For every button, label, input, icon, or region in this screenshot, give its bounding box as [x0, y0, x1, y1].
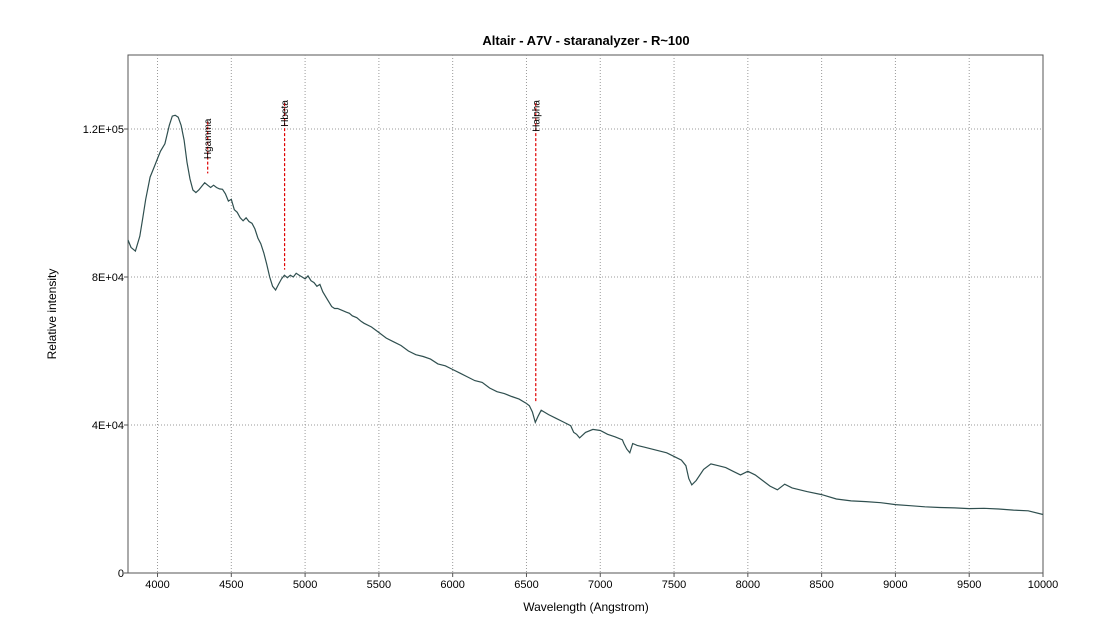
x-tick-label: 5000 [293, 579, 317, 591]
y-axis-ticks: 0 4E+04 8E+04 1.2E+05 [83, 124, 128, 580]
spectrum-line [127, 114, 1044, 516]
x-tick-label: 6000 [440, 579, 464, 591]
x-tick-label: 4000 [145, 579, 169, 591]
x-tick-label: 7500 [662, 579, 686, 591]
plot-area [127, 54, 1044, 574]
x-tick-label: 5500 [367, 579, 391, 591]
x-tick-label: 4500 [219, 579, 243, 591]
line-marker-label: Hbeta [280, 100, 291, 127]
x-tick-label: 6500 [514, 579, 538, 591]
x-tick-label: 8000 [736, 579, 760, 591]
x-tick-label: 9000 [883, 579, 907, 591]
x-tick-label: 9500 [957, 579, 981, 591]
x-tick-label: 8500 [809, 579, 833, 591]
line-marker-label: Hgamma [203, 118, 214, 159]
grid-lines [128, 55, 1043, 573]
x-axis-label: Wavelength (Angstrom) [523, 600, 649, 614]
x-axis-ticks: 4000 4500 5000 5500 6000 6500 7000 7500 8000 8500… [145, 573, 1058, 591]
y-tick-label: 4E+04 [92, 420, 124, 432]
y-tick-label: 0 [118, 568, 124, 580]
y-axis-label: Relative intensity [45, 269, 59, 360]
line-marker-label: Halpha [531, 100, 542, 132]
y-tick-label: 1.2E+05 [83, 124, 124, 136]
line-annotations: Hgamma Hbeta Halpha [203, 100, 542, 403]
chart-title: Altair - A7V - staranalyzer - R~100 [482, 33, 689, 48]
y-tick-label: 8E+04 [92, 272, 124, 284]
x-tick-label: 10000 [1028, 579, 1059, 591]
x-tick-label: 7000 [588, 579, 612, 591]
